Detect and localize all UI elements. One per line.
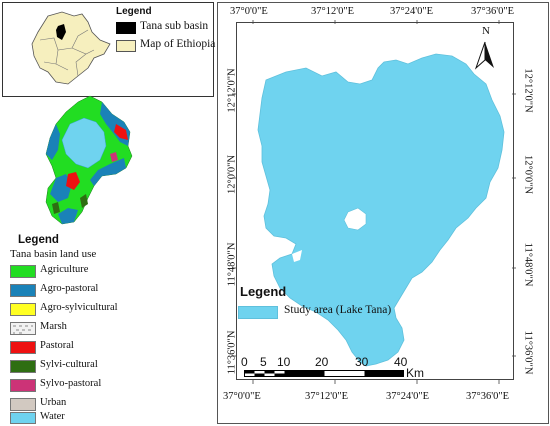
graticule-ticks [232,20,516,384]
top-lon-label: 37°36'0"E [471,6,515,17]
agriculture-swatch [10,265,36,278]
landuse-legend-title: Legend [18,234,59,246]
main-legend-title: Legend [240,284,287,299]
scale-label-20: 20 [315,355,329,369]
water-label: Water [40,411,65,422]
top-lon-label: 37°24'0"E [390,6,434,17]
sylvi-cultural-swatch [10,360,36,373]
pastoral-label: Pastoral [40,340,74,351]
pastoral-swatch [10,341,36,354]
urban-swatch [10,398,36,411]
inset-legend-title: Legend [116,6,152,17]
agro-sylvicultural-label: Agro-sylvicultural [40,302,118,313]
right-lat-label: 12°12'0"N [522,68,534,113]
sylvo-pastoral-swatch [10,379,36,392]
agro-pastoral-swatch [10,284,36,297]
scale-unit: Km [406,366,424,380]
ethiopia-swatch [116,40,136,52]
top-lon-label: 37°0'0"E [230,6,268,17]
scale-bar [244,370,404,377]
right-lat-label: 11°36'0"N [522,330,534,375]
scale-label-40: 40 [394,355,408,369]
north-arrow-label: N [482,25,490,37]
north-arrow-icon [474,41,494,70]
study-area-swatch [238,306,278,319]
lake-tana-map [257,53,505,367]
right-lat-label: 12°0'0"N [522,155,534,194]
top-lon-label: 37°12'0"E [311,6,355,17]
right-lat-label: 11°48'0"N [522,242,534,287]
water-swatch [10,412,36,424]
scale-label-0: 0 [241,355,248,369]
marsh-label: Marsh [40,321,67,332]
tana-basin-landuse-map [45,95,133,225]
bottom-lon-label: 37°0'0"E [223,391,261,402]
scale-label-10: 10 [277,355,291,369]
bottom-lon-label: 37°36'0"E [466,391,510,402]
scale-label-5: 5 [260,355,267,369]
agriculture-label: Agriculture [40,264,89,275]
tana-sub-basin-label: Tana sub basin [140,20,209,32]
ethiopia-label: Map of Ethiopia [140,38,216,50]
urban-label: Urban [40,397,67,408]
scale-label-30: 30 [355,355,369,369]
agro-sylvicultural-swatch [10,303,36,316]
ethiopia-map [31,11,111,85]
study-area-label: Study area (Lake Tana) [284,304,392,316]
tana-sub-basin-swatch [116,22,136,34]
landuse-legend-subtitle: Tana basin land use [10,248,97,260]
agro-pastoral-label: Agro-pastoral [40,283,99,294]
bottom-lon-label: 37°24'0"E [386,391,430,402]
bottom-lon-label: 37°12'0"E [305,391,349,402]
sylvo-pastoral-label: Sylvo-pastoral [40,378,102,389]
sylvi-cultural-label: Sylvi-cultural [40,359,98,370]
marsh-swatch [10,322,36,335]
